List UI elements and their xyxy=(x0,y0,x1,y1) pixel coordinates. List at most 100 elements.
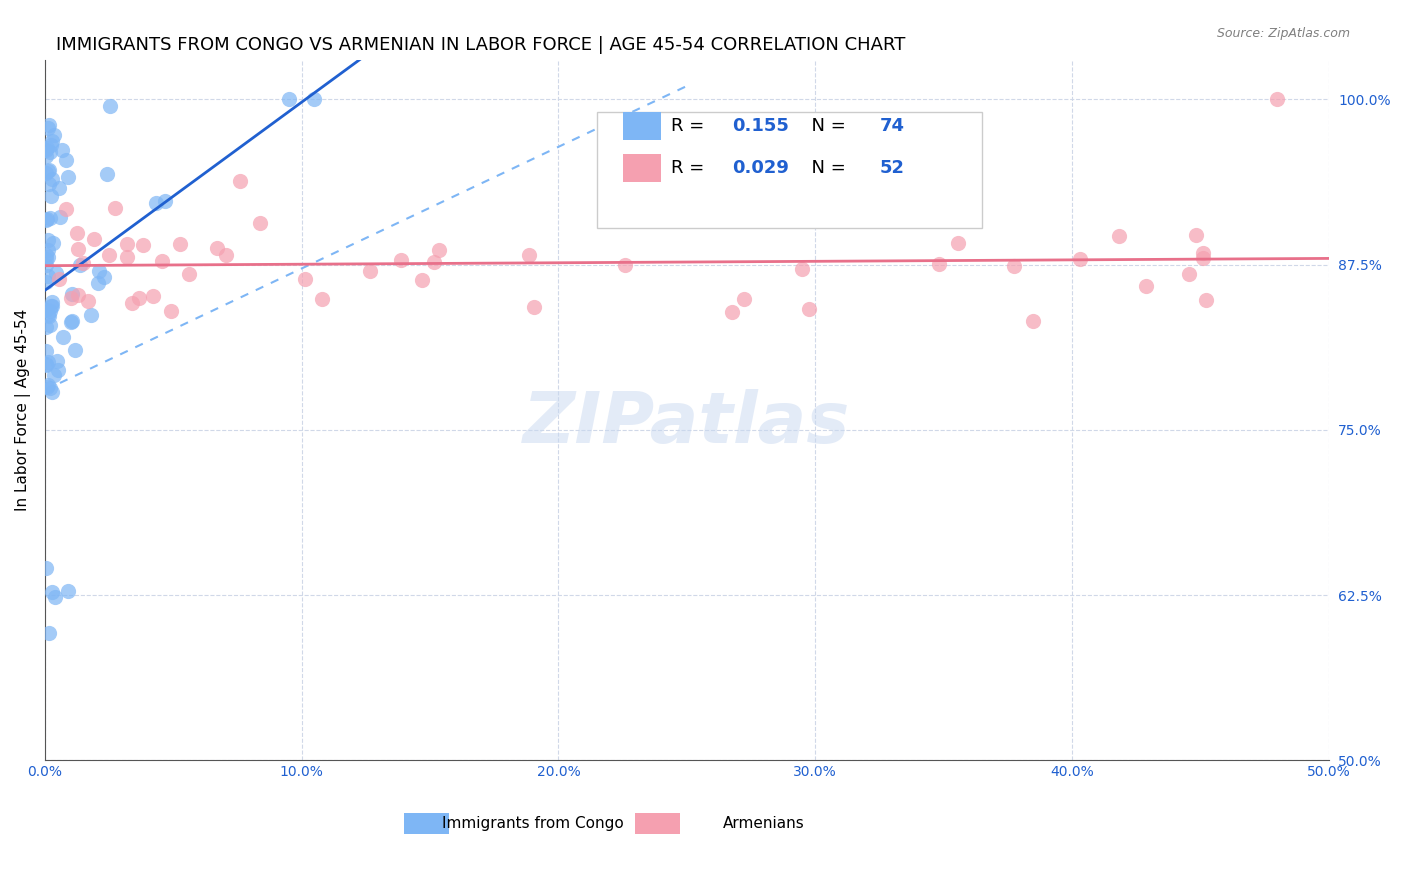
Point xyxy=(721,305,744,319)
Point xyxy=(37,141,59,155)
Bar xyxy=(623,154,661,182)
Point xyxy=(35,213,58,227)
Point xyxy=(41,135,63,149)
Point xyxy=(39,138,62,153)
Text: 52: 52 xyxy=(879,159,904,178)
Point xyxy=(96,167,118,181)
Point xyxy=(100,98,122,112)
Point xyxy=(93,269,115,284)
Point xyxy=(89,264,111,278)
Point xyxy=(59,314,82,328)
Point xyxy=(311,293,333,307)
Point xyxy=(44,368,66,382)
Text: 0.029: 0.029 xyxy=(731,159,789,178)
Point xyxy=(56,169,79,184)
Point xyxy=(141,289,163,303)
Point xyxy=(614,259,637,273)
Point xyxy=(1195,293,1218,308)
Point xyxy=(35,258,58,272)
Point xyxy=(44,590,66,604)
Text: Armenians: Armenians xyxy=(723,816,804,830)
Point xyxy=(38,177,60,191)
Point xyxy=(37,355,59,369)
Text: 74: 74 xyxy=(879,117,904,136)
Point xyxy=(1185,228,1208,243)
Point xyxy=(37,269,59,284)
Bar xyxy=(623,112,661,140)
Point xyxy=(519,248,541,262)
Point xyxy=(115,236,138,251)
Point xyxy=(799,301,821,316)
Point xyxy=(277,92,299,106)
Point xyxy=(42,128,65,142)
Point xyxy=(37,121,59,136)
Point xyxy=(35,149,58,163)
Point xyxy=(37,233,59,247)
Point xyxy=(423,255,446,269)
Point xyxy=(928,257,950,271)
Point xyxy=(1135,278,1157,293)
Point xyxy=(523,300,546,314)
Point xyxy=(229,174,252,188)
Bar xyxy=(405,813,450,834)
Point xyxy=(104,202,127,216)
Point xyxy=(35,302,58,317)
Point xyxy=(37,244,59,258)
Point xyxy=(1265,92,1288,106)
Text: N =: N = xyxy=(800,159,851,178)
Y-axis label: In Labor Force | Age 45-54: In Labor Force | Age 45-54 xyxy=(15,309,31,511)
Point xyxy=(39,189,62,203)
Text: R =: R = xyxy=(672,159,710,178)
Point xyxy=(155,194,177,208)
Point xyxy=(1192,252,1215,266)
Point xyxy=(427,244,450,258)
Point xyxy=(41,384,63,399)
Point xyxy=(35,359,58,373)
Point xyxy=(160,303,183,318)
Point xyxy=(205,240,228,254)
Point xyxy=(76,293,98,308)
Text: Source: ZipAtlas.com: Source: ZipAtlas.com xyxy=(1216,27,1350,40)
Point xyxy=(294,271,316,285)
Point xyxy=(35,319,58,334)
Point xyxy=(39,299,62,313)
Point xyxy=(37,626,59,640)
Point xyxy=(41,294,63,309)
Point xyxy=(1069,252,1091,267)
Point xyxy=(215,248,238,262)
Point xyxy=(304,92,326,106)
FancyBboxPatch shape xyxy=(598,112,981,227)
Point xyxy=(45,266,67,280)
Point xyxy=(733,292,755,306)
Point xyxy=(87,276,110,290)
Point xyxy=(38,309,60,323)
Point xyxy=(38,380,60,394)
Point xyxy=(35,344,58,359)
Point xyxy=(60,314,83,328)
Bar xyxy=(636,813,681,834)
Text: ZIPatlas: ZIPatlas xyxy=(523,390,851,458)
Point xyxy=(49,210,72,224)
Point xyxy=(115,251,138,265)
Point xyxy=(38,163,60,178)
Point xyxy=(1178,267,1201,281)
Point xyxy=(51,143,73,157)
Point xyxy=(1192,245,1215,260)
Point xyxy=(1108,229,1130,244)
Point xyxy=(55,202,77,217)
Point xyxy=(52,329,75,343)
Text: IMMIGRANTS FROM CONGO VS ARMENIAN IN LABOR FORCE | AGE 45-54 CORRELATION CHART: IMMIGRANTS FROM CONGO VS ARMENIAN IN LAB… xyxy=(56,36,905,54)
Text: 0.155: 0.155 xyxy=(731,117,789,136)
Point xyxy=(37,378,59,392)
Point xyxy=(389,252,412,267)
Point xyxy=(35,275,58,289)
Point xyxy=(66,287,89,301)
Point xyxy=(35,380,58,394)
Point xyxy=(45,354,67,368)
Text: N =: N = xyxy=(800,117,851,136)
Point xyxy=(35,252,58,266)
Point xyxy=(56,584,79,599)
Point xyxy=(38,318,60,332)
Point xyxy=(69,258,91,272)
Point xyxy=(46,362,69,376)
